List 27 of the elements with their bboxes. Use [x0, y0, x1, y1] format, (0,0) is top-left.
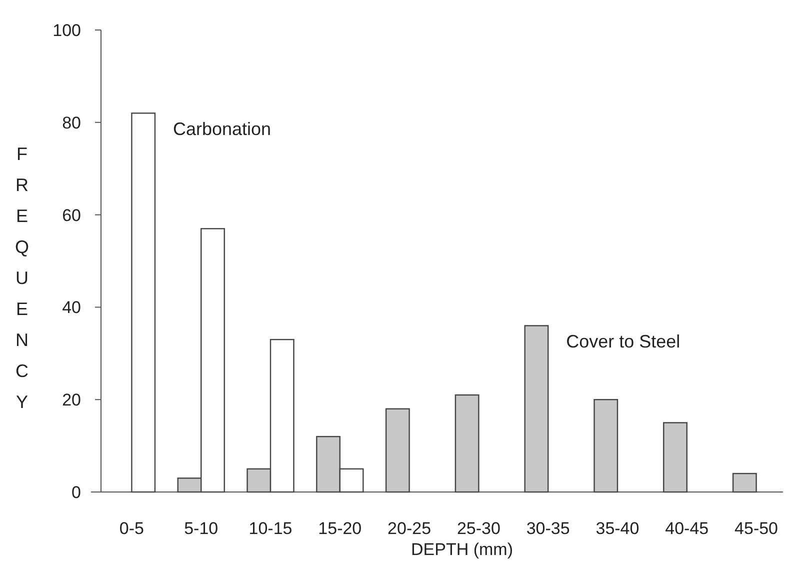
- x-axis-title: DEPTH (mm): [411, 540, 513, 559]
- bar: [594, 399, 618, 493]
- x-tick-label: 15-20: [318, 519, 362, 538]
- bar: [131, 112, 156, 493]
- x-tick-label: 45-50: [734, 519, 778, 538]
- bar: [524, 325, 549, 493]
- x-tick-label: 25-30: [456, 519, 500, 538]
- series-label: Cover to Steel: [566, 332, 680, 352]
- y-tick-label: 40: [62, 298, 81, 318]
- series-label: Carbonation: [172, 119, 272, 140]
- x-tick-label: 35-40: [596, 519, 640, 538]
- x-tick-label: 30-35: [526, 519, 570, 538]
- y-tick-label: 100: [52, 20, 81, 40]
- bar: [385, 408, 410, 493]
- y-tick-label: 80: [62, 113, 81, 132]
- y-tick-label: 0: [72, 482, 81, 502]
- x-tick-label: 5-10: [184, 519, 218, 538]
- text: FREQUENCY: [14, 144, 30, 412]
- x-tick-label: 40-45: [665, 519, 709, 538]
- x-tick-label: 20-25: [388, 519, 432, 538]
- bar: [454, 394, 480, 493]
- y-tick-label: 20: [62, 390, 81, 410]
- y-tick-label: 60: [62, 206, 81, 225]
- bar: [732, 472, 757, 493]
- x-tick-label: 10-15: [248, 519, 292, 538]
- x-tick-label: 0-5: [119, 519, 144, 538]
- bar: [663, 422, 688, 493]
